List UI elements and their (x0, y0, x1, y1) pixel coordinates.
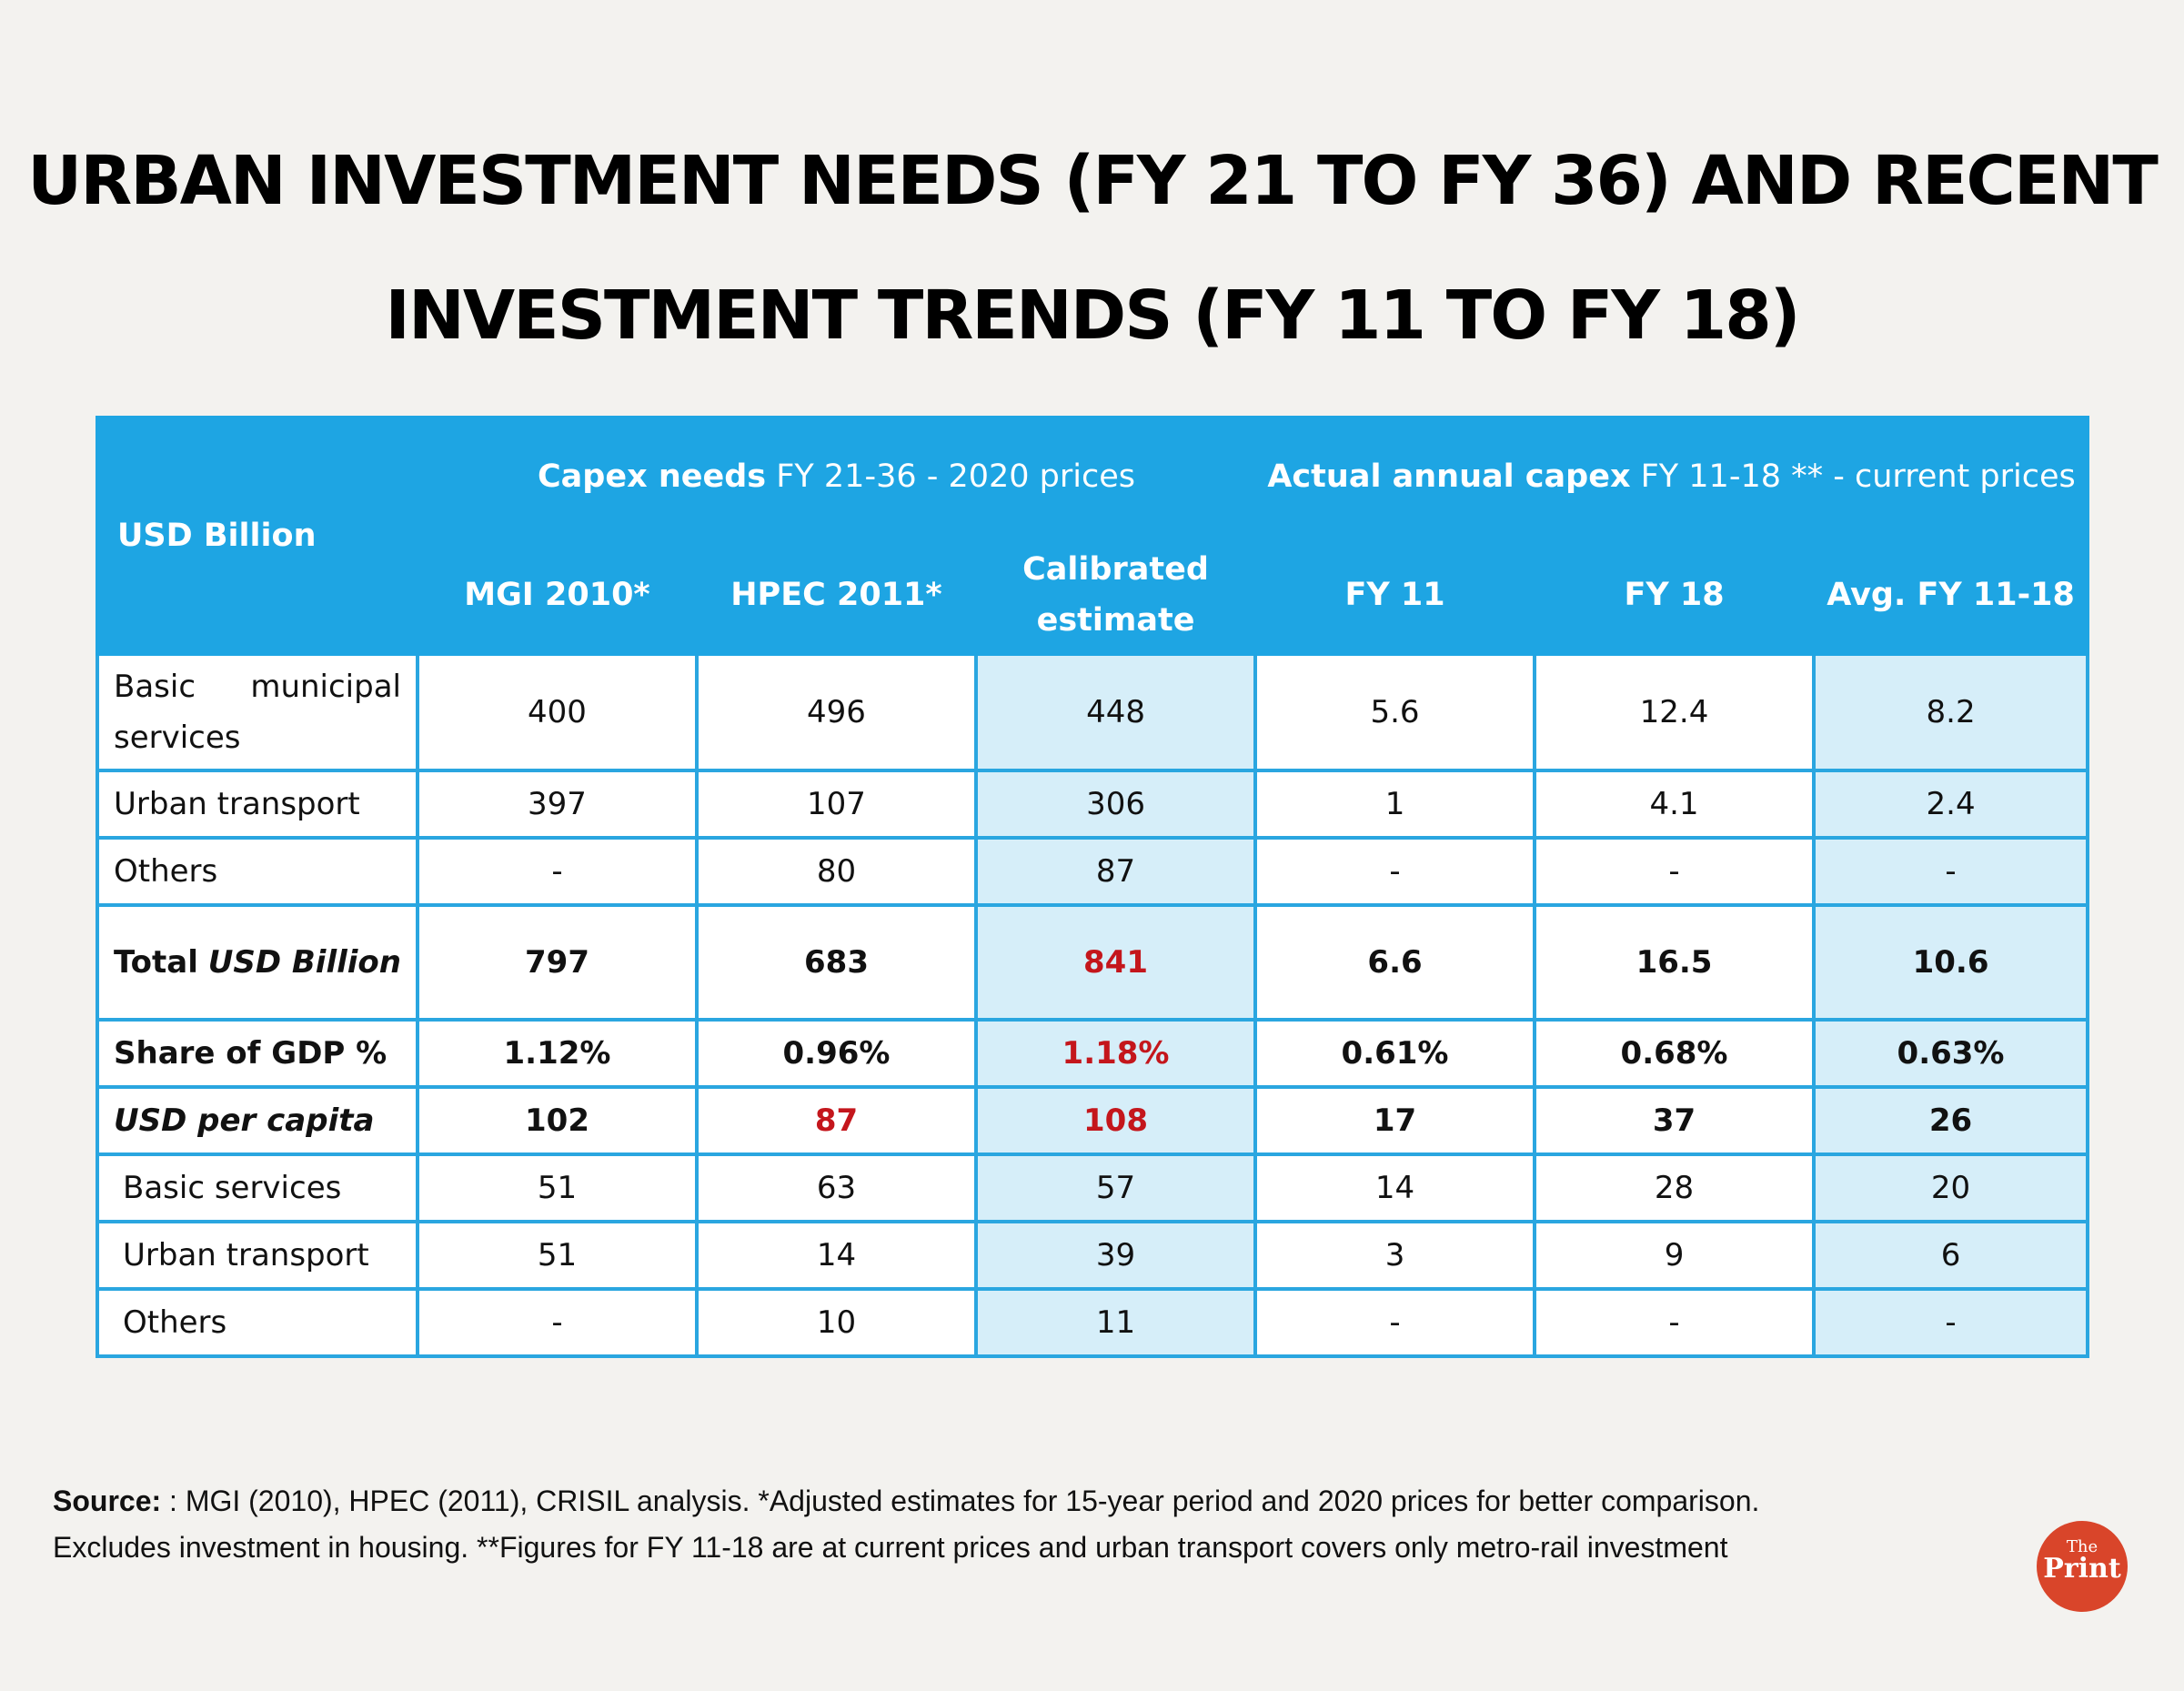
cell: 14 (1253, 1152, 1537, 1223)
logo-print: Print (2043, 1553, 2121, 1585)
cell: 0.63% (1812, 1018, 2090, 1089)
cell: 0.68% (1533, 1018, 1817, 1089)
cell: 11 (973, 1287, 1258, 1358)
row-label-total-word: Total (114, 944, 198, 981)
cell: 1.12% (416, 1018, 699, 1089)
table-row-urban-transport: Urban transport 397 107 306 1 4.1 2.4 (96, 769, 2090, 840)
cell: 3 (1253, 1220, 1537, 1291)
cell: 496 (695, 652, 978, 772)
page-title: URBAN INVESTMENT NEEDS (FY 21 TO FY 36) … (0, 114, 2184, 383)
cell: - (1253, 836, 1537, 907)
cell: 107 (695, 769, 978, 840)
cell: 12.4 (1533, 652, 1817, 772)
cell: 306 (973, 769, 1258, 840)
cell: 102 (416, 1085, 699, 1156)
cell: 9 (1533, 1220, 1817, 1291)
row-label: Others (96, 1287, 419, 1358)
row-label-total-unit: USD Billion (207, 944, 401, 981)
cell: - (1533, 836, 1817, 907)
table-row-others-per-capita: Others - 10 11 - - - (96, 1287, 2090, 1358)
investment-table: USD Billion Capex needs FY 21-36 - 2020 … (96, 416, 2090, 1358)
cell: 39 (973, 1220, 1258, 1291)
cell: 5.6 (1253, 652, 1537, 772)
cell: 400 (416, 652, 699, 772)
cell: 6.6 (1253, 903, 1537, 1022)
col-header-avg-fy11-18: Avg. FY 11-18 (1812, 534, 2090, 656)
cell: - (1812, 836, 2090, 907)
cell: 87 (973, 836, 1258, 907)
table-row-basic-municipal-services: Basic municipal services 400 496 448 5.6… (96, 652, 2090, 772)
table-row-urban-transport-per-capita: Urban transport 51 14 39 3 9 6 (96, 1220, 2090, 1291)
cell: 448 (973, 652, 1258, 772)
cell: 37 (1533, 1085, 1817, 1156)
source-note: Source: : MGI (2010), HPEC (2011), CRISI… (53, 1478, 1763, 1571)
logo-the: The (2066, 1537, 2098, 1556)
table-row-others: Others - 80 87 - - - (96, 836, 2090, 907)
group-header-capex-needs-rest: FY 21-36 - 2020 prices (766, 458, 1136, 495)
group-header-actual-capex: Actual annual capex FY 11-18 ** - curren… (1253, 416, 2090, 538)
cell: 4.1 (1533, 769, 1817, 840)
title-line-2: INVESTMENT TRENDS (FY 11 TO FY 18) (385, 277, 1800, 355)
table-row-total: Total USD Billion 797 683 841 6.6 16.5 10… (96, 903, 2090, 1022)
row-label-total: Total USD Billion (96, 903, 419, 1022)
row-label: Basic municipal services (96, 652, 419, 772)
cell-highlight: 108 (973, 1085, 1258, 1156)
col-header-hpec-2011: HPEC 2011* (695, 534, 978, 656)
cell-highlight: 841 (973, 903, 1258, 1022)
cell: 8.2 (1812, 652, 2090, 772)
cell: 397 (416, 769, 699, 840)
row-label: Urban transport (96, 1220, 419, 1291)
cell: - (416, 1287, 699, 1358)
cell: 0.96% (695, 1018, 978, 1089)
cell: 683 (695, 903, 978, 1022)
cell: 51 (416, 1152, 699, 1223)
theprint-logo: The Print (2037, 1521, 2128, 1612)
cell-highlight: 87 (695, 1085, 978, 1156)
cell: - (1812, 1287, 2090, 1358)
table-row-basic-services: Basic services 51 63 57 14 28 20 (96, 1152, 2090, 1223)
cell: 14 (695, 1220, 978, 1291)
cell: 80 (695, 836, 978, 907)
cell: - (416, 836, 699, 907)
cell: 10.6 (1812, 903, 2090, 1022)
cell: 28 (1533, 1152, 1817, 1223)
row-label: Share of GDP % (96, 1018, 419, 1089)
cell: 63 (695, 1152, 978, 1223)
col-header-mgi-2010: MGI 2010* (416, 534, 699, 656)
cell: 797 (416, 903, 699, 1022)
col-header-fy11: FY 11 (1253, 534, 1537, 656)
source-label: Source: (53, 1485, 162, 1517)
cell: 1 (1253, 769, 1537, 840)
corner-header: USD Billion (96, 416, 419, 656)
cell: 26 (1812, 1085, 2090, 1156)
group-header-capex-needs-bold: Capex needs (538, 458, 767, 495)
cell: - (1533, 1287, 1817, 1358)
table-row-usd-per-capita: USD per capita 102 87 108 17 37 26 (96, 1085, 2090, 1156)
source-text: : MGI (2010), HPEC (2011), CRISIL analys… (53, 1485, 1760, 1564)
col-header-fy18: FY 18 (1533, 534, 1817, 656)
cell: 51 (416, 1220, 699, 1291)
row-label: Basic services (96, 1152, 419, 1223)
group-header-capex-needs: Capex needs FY 21-36 - 2020 prices (416, 416, 1258, 538)
title-line-1: URBAN INVESTMENT NEEDS (FY 21 TO FY 36) … (27, 142, 2159, 220)
cell-highlight: 1.18% (973, 1018, 1258, 1089)
cell: 20 (1812, 1152, 2090, 1223)
cell: - (1253, 1287, 1537, 1358)
group-header-actual-capex-bold: Actual annual capex (1267, 458, 1631, 495)
cell: 57 (973, 1152, 1258, 1223)
col-header-calibrated-estimate: Calibrated estimate (974, 534, 1258, 656)
row-label: Others (96, 836, 419, 907)
cell: 16.5 (1533, 903, 1817, 1022)
row-label: USD per capita (96, 1085, 419, 1156)
group-header-actual-capex-rest: FY 11-18 ** - current prices (1630, 458, 2076, 495)
cell: 0.61% (1253, 1018, 1537, 1089)
cell: 6 (1812, 1220, 2090, 1291)
cell: 10 (695, 1287, 978, 1358)
table-row-share-of-gdp: Share of GDP % 1.12% 0.96% 1.18% 0.61% 0… (96, 1018, 2090, 1089)
cell: 2.4 (1812, 769, 2090, 840)
cell: 17 (1253, 1085, 1537, 1156)
row-label: Urban transport (96, 769, 419, 840)
